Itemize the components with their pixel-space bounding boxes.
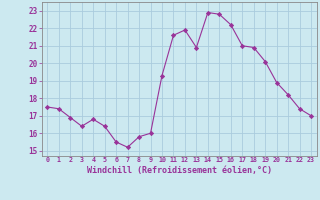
X-axis label: Windchill (Refroidissement éolien,°C): Windchill (Refroidissement éolien,°C) [87,166,272,175]
